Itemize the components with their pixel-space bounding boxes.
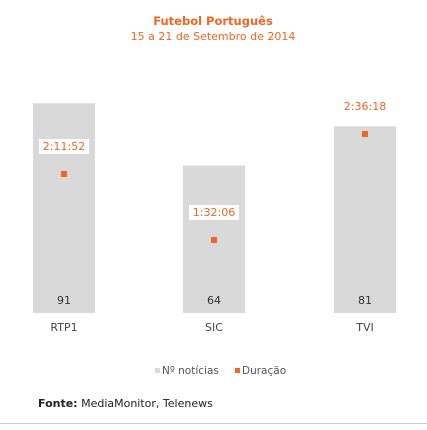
- bar-rtp1: [33, 103, 95, 314]
- duration-label: 2:36:18: [344, 100, 386, 113]
- legend-item-label: Nº notícias: [162, 365, 219, 377]
- duration-marker: [362, 131, 368, 137]
- duration-label-bg: [189, 205, 239, 220]
- bar-value-label: 81: [358, 294, 372, 307]
- source-label: Fonte:: [38, 397, 78, 410]
- duration-marker: [211, 237, 217, 243]
- bar-value-label: 64: [207, 294, 221, 307]
- chart-subtitle: 15 a 21 de Setembro de 2014: [131, 30, 296, 43]
- source-note: Fonte: MediaMonitor, Telenews: [38, 397, 213, 410]
- bar-tvi: [334, 126, 396, 313]
- category-label: RTP1: [50, 321, 77, 334]
- legend-swatch: [235, 368, 240, 373]
- bars-layer: 91 RTP1 2:11:52 64 SIC 1:32:06 81 TVI 2:36:18: [33, 99, 396, 334]
- category-label: TVI: [355, 321, 374, 334]
- source-text: MediaMonitor, Telenews: [81, 397, 213, 410]
- legend-item-label: Duração: [242, 365, 286, 377]
- legend-swatch: [155, 368, 160, 373]
- duration-marker: [61, 171, 67, 177]
- duration-label-bg: [340, 99, 390, 114]
- duration-label: 1:32:06: [193, 206, 235, 219]
- legend: Nº notícias Duração: [155, 365, 286, 377]
- duration-label: 2:11:52: [43, 140, 85, 153]
- bottom-divider: [0, 423, 427, 424]
- duration-label-bg: [39, 139, 89, 154]
- chart-title: Futebol Português: [153, 14, 273, 28]
- category-label: SIC: [205, 321, 223, 334]
- bar-value-label: 91: [57, 294, 71, 307]
